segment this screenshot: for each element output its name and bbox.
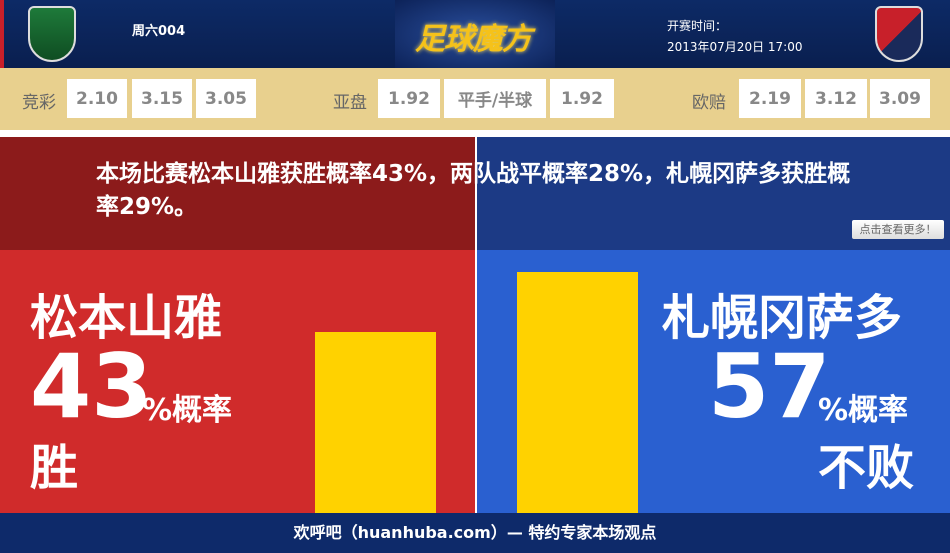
yapan-label: 亚盘 <box>333 93 367 113</box>
away-unit: %概率 <box>818 393 909 428</box>
away-crest-icon <box>875 6 923 62</box>
kickoff-label: 开赛时间： <box>667 19 728 33</box>
home-crest-icon <box>28 6 76 62</box>
away-team-name: 札幌冈萨多 <box>662 290 903 346</box>
home-team-name: 松本山雅 <box>30 290 223 346</box>
oupei-odd: 2.19 <box>739 79 801 118</box>
oupei-odd: 3.09 <box>870 79 930 118</box>
logo: 足球魔方 <box>415 22 532 57</box>
match-id: 周六004 <box>132 24 186 39</box>
oupei-label: 欧赔 <box>692 93 726 113</box>
jingcai-label: 竞彩 <box>22 93 56 113</box>
oupei-odd: 3.12 <box>805 79 867 118</box>
logo-background <box>395 0 555 68</box>
summary-left-bg <box>0 137 475 250</box>
yapan-odd: 1.92 <box>550 79 614 118</box>
home-unit: %概率 <box>142 393 233 428</box>
away-percent: 57 <box>708 335 831 438</box>
jingcai-odd: 2.10 <box>67 79 127 118</box>
kickoff-time: 2013年07月20日 17:00 <box>667 40 803 54</box>
yapan-odd: 1.92 <box>378 79 440 118</box>
jingcai-odd: 3.05 <box>196 79 256 118</box>
footer: 欢呼吧（huanhuba.com）— 特约专家本场观点 <box>0 513 950 553</box>
away-probability-bar <box>517 272 638 513</box>
jingcai-odd: 3.15 <box>132 79 192 118</box>
home-percent: 43 <box>30 335 153 438</box>
away-result: 不败 <box>818 440 915 496</box>
view-more-button[interactable]: 点击查看更多！ <box>852 220 944 239</box>
prediction-summary: 本场比赛松本山雅获胜概率43%，两队战平概率28%，札幌冈萨多获胜概率29%。 <box>96 161 851 220</box>
yapan-handicap: 平手/半球 <box>444 79 546 118</box>
home-result: 胜 <box>30 440 79 496</box>
home-probability-bar <box>315 331 436 513</box>
